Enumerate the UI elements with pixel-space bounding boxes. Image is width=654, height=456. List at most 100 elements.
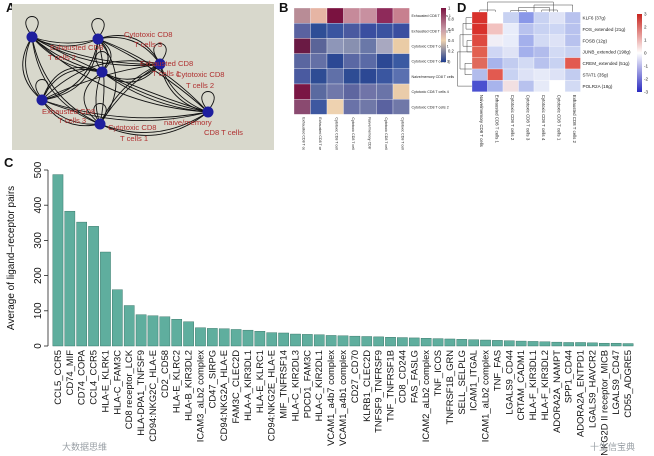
heatmap-d-cell <box>471 80 488 92</box>
network-edge <box>97 38 105 125</box>
x-tick-label: HLA-E_KLRC2 <box>171 350 182 413</box>
bar <box>361 336 373 347</box>
heatmap-d-col-label: Naive/memory CD8 T cells <box>479 95 484 148</box>
heatmap-b-legend-tick: 0.4 <box>448 38 454 43</box>
heatmap-d-legend-tick: 3 <box>644 12 647 17</box>
heatmap-b-cell <box>326 23 344 39</box>
x-tick-label: LGALS9_CD44 <box>503 350 514 415</box>
network-edge <box>41 38 100 101</box>
heatmap-b-cell <box>392 68 410 85</box>
network-edge <box>41 99 101 127</box>
heatmap-d-cell <box>471 46 488 58</box>
heatmap-d-cell <box>518 57 535 70</box>
bar <box>444 338 456 347</box>
heatmap-b-cell <box>293 38 311 54</box>
panel-letter-d: D <box>457 0 467 15</box>
network-edge <box>31 36 209 114</box>
bar <box>112 289 123 347</box>
heatmap-b-cell <box>326 38 344 54</box>
heatmap-d-cell <box>549 11 566 24</box>
heatmap-d-legend-tick: 0 <box>644 51 647 56</box>
bar <box>622 343 634 347</box>
heatmap-d-legend-tick: 2 <box>644 25 647 30</box>
heatmap-d-cell <box>518 46 535 58</box>
heatmap-b-row-label: Cytotoxic CD8 T cells 2 <box>412 105 449 109</box>
heatmap-d-row-label: JUNB_extended (198g) <box>583 50 631 55</box>
x-tick-label: CD47_SIRPG <box>206 350 217 408</box>
x-tick-label: ICAM2_aLb2 complex <box>420 350 431 443</box>
bar <box>52 174 64 347</box>
x-tick-label: TNFSF9_TNFRSF9 <box>373 350 384 433</box>
heatmap-d-cell <box>471 11 488 24</box>
panel-letter-a: A <box>6 0 16 15</box>
heatmap-d-col-label: Cytotoxic CD8 T cells 4 <box>541 95 546 141</box>
bar <box>598 342 610 347</box>
x-tick-label: TNF_ICOS <box>432 350 443 396</box>
y-tick-label: 400 <box>33 196 44 213</box>
bar <box>575 342 586 347</box>
bar <box>302 334 313 347</box>
heatmap-d-cell <box>502 23 519 35</box>
network-edge <box>83 71 103 125</box>
bar <box>325 335 337 347</box>
heatmap-b-legend-tick: 0.2 <box>448 49 454 54</box>
bar <box>183 321 194 347</box>
heatmap-b-row-label: Naive/memory CD8 T cells <box>412 75 455 79</box>
bar <box>408 337 420 347</box>
heatmap-b-cell <box>343 83 361 100</box>
dendrogram-branch <box>457 51 472 87</box>
network-node <box>94 118 106 130</box>
heatmap-d-legend-tick: -2 <box>644 77 649 82</box>
x-tick-label: VCAM1_a4b7 complex <box>325 350 336 446</box>
x-tick-label: ICAM3_aLb2 complex <box>194 350 205 443</box>
heatmap-b-cell <box>359 53 377 69</box>
network-edge <box>41 38 99 102</box>
network-node-label: Exhausted CD8 <box>42 107 95 116</box>
x-tick-label: SELL_SELPLG <box>456 350 467 415</box>
bar <box>551 341 563 347</box>
heatmap-d-col-label: Exhausted CD8 T cells 1 <box>494 95 499 144</box>
heatmap-d-cell <box>502 57 519 70</box>
heatmap-b-cell <box>343 68 361 85</box>
heatmap-d-row-label: KLF6 (37g) <box>583 16 606 21</box>
bar <box>254 331 266 347</box>
network-self-loop <box>25 16 39 34</box>
network-edge <box>97 35 161 65</box>
heatmap-d-cell <box>564 34 581 47</box>
x-tick-label: TNF_FAS <box>491 350 502 391</box>
heatmap-d-legend-bar <box>637 14 642 92</box>
heatmap-b-row-label: Exhausted CD8 T cells 2 <box>412 29 451 33</box>
network-edge <box>99 111 209 136</box>
heatmap-d-cell <box>533 11 550 24</box>
network-self-loop <box>35 79 49 97</box>
network-edge <box>99 63 161 125</box>
bar <box>88 226 99 347</box>
network-node-label: naive/memory <box>164 118 212 127</box>
heatmap-b-cell <box>310 68 328 85</box>
heatmap-d-col-label: Cytotoxic CD8 T cells 1 <box>556 95 561 141</box>
heatmap-b-cell <box>359 7 377 24</box>
heatmap-b-cell <box>343 99 361 115</box>
heatmap-b-cell <box>293 53 311 69</box>
x-tick-label: NKG2D II receptor_MICB <box>598 350 609 456</box>
x-tick-label: ADORA2A_NAMPT <box>551 350 562 433</box>
bar <box>230 329 242 347</box>
bar <box>135 314 147 347</box>
bar <box>218 328 230 347</box>
x-tick-label: HLA-C_KIR2DL1 <box>313 350 324 421</box>
bar <box>373 336 384 347</box>
network-edge <box>97 35 161 65</box>
watermark-right: 十生信宝典 <box>590 443 636 453</box>
heatmap-b-cell <box>343 23 361 39</box>
network-node <box>154 58 166 70</box>
heatmap-d-cell <box>518 23 535 35</box>
panel-d-heatmap: KLF6 (37g) FOS_extended (21g) FOSB (12g) JU… <box>457 1 649 148</box>
heatmap-d-cell <box>487 68 504 81</box>
heatmap-b-cell <box>293 68 311 85</box>
x-tick-label: CCL5_CCR5 <box>52 350 63 405</box>
heatmap-b-col-label: Cytotoxic CD8 T cells 4 <box>384 117 388 150</box>
network-node-label: Cytotoxic CD8 <box>108 123 157 132</box>
bar <box>147 315 159 347</box>
heatmap-b-cell <box>310 38 328 54</box>
network-edge <box>31 36 103 73</box>
